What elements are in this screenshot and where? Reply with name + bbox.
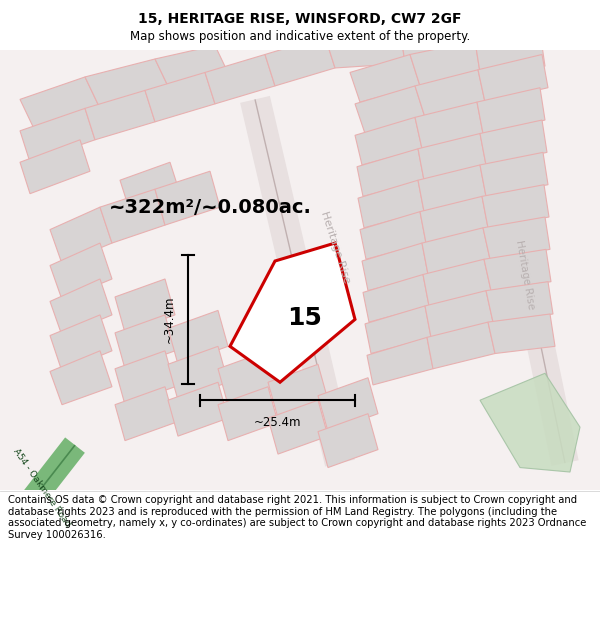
Polygon shape [358,180,424,228]
Polygon shape [50,315,112,371]
Text: Heritage Rise: Heritage Rise [514,239,536,310]
Polygon shape [355,118,422,165]
Polygon shape [418,165,486,212]
Polygon shape [50,351,112,405]
Polygon shape [115,315,175,369]
Polygon shape [85,91,155,140]
Polygon shape [357,149,424,196]
Polygon shape [415,102,483,149]
Polygon shape [362,243,428,291]
Polygon shape [423,259,491,306]
Polygon shape [422,228,490,274]
Polygon shape [120,162,180,212]
Polygon shape [145,72,215,122]
Polygon shape [480,120,547,165]
Polygon shape [425,291,493,338]
Polygon shape [218,351,278,405]
Text: ~34.4m: ~34.4m [163,296,176,343]
Polygon shape [418,134,486,180]
Text: ~322m²/~0.080ac.: ~322m²/~0.080ac. [109,198,311,217]
Text: 15, HERITAGE RISE, WINSFORD, CW7 2GF: 15, HERITAGE RISE, WINSFORD, CW7 2GF [138,12,462,26]
Polygon shape [115,351,175,405]
Polygon shape [155,171,220,225]
Polygon shape [400,23,470,64]
Text: Heritage Rise: Heritage Rise [319,210,352,285]
Polygon shape [363,274,429,322]
Polygon shape [50,207,112,264]
Polygon shape [483,217,550,259]
Polygon shape [268,364,328,418]
Polygon shape [325,28,405,68]
Polygon shape [367,338,433,385]
Polygon shape [415,70,485,118]
Polygon shape [115,279,175,333]
Polygon shape [477,88,545,134]
Polygon shape [50,279,112,336]
Text: Map shows position and indicative extent of the property.: Map shows position and indicative extent… [130,30,470,43]
Polygon shape [20,77,100,131]
Polygon shape [355,86,425,134]
Text: A54 - Oakmere Road: A54 - Oakmere Road [11,448,73,529]
Polygon shape [486,282,553,322]
Polygon shape [115,387,175,441]
Polygon shape [85,59,170,108]
Polygon shape [488,314,555,354]
Polygon shape [50,243,112,299]
Polygon shape [168,346,228,400]
Polygon shape [480,373,580,472]
Text: 15: 15 [287,306,322,329]
Polygon shape [475,32,545,72]
Polygon shape [484,249,551,291]
Polygon shape [265,36,335,86]
Polygon shape [268,400,328,454]
Polygon shape [230,243,355,382]
Polygon shape [427,322,495,369]
Polygon shape [205,54,275,104]
Polygon shape [168,311,228,364]
Polygon shape [100,189,165,243]
Polygon shape [478,54,548,102]
Text: ~25.4m: ~25.4m [254,416,301,429]
Polygon shape [218,387,278,441]
Polygon shape [420,196,488,243]
Polygon shape [20,140,90,194]
Polygon shape [318,414,378,468]
Polygon shape [480,152,548,196]
Polygon shape [365,306,431,354]
Polygon shape [168,382,228,436]
Polygon shape [155,46,230,91]
Text: Contains OS data © Crown copyright and database right 2021. This information is : Contains OS data © Crown copyright and d… [8,495,586,540]
Polygon shape [482,185,549,228]
Polygon shape [360,212,426,259]
Polygon shape [410,41,480,86]
Polygon shape [20,108,95,162]
Polygon shape [350,54,420,102]
Polygon shape [318,378,378,432]
